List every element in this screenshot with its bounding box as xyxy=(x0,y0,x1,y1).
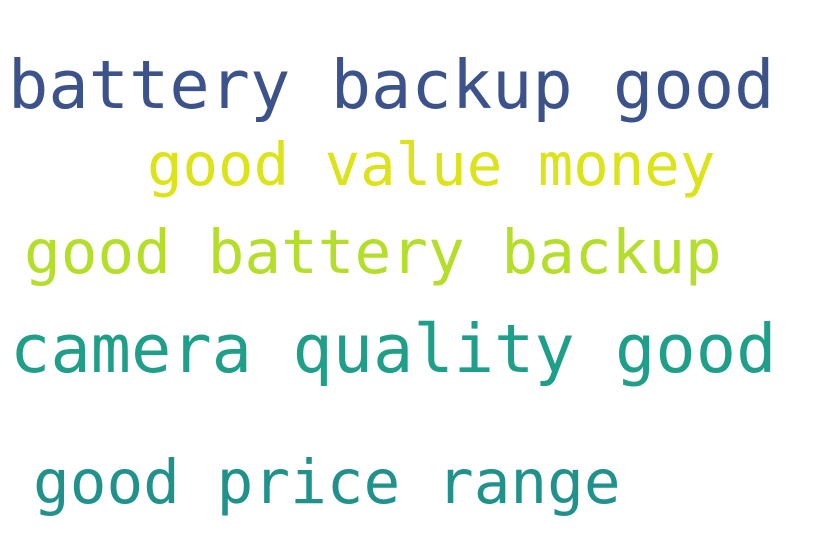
phrase-battery-backup-good: battery backup good xyxy=(8,46,775,124)
phrase-good-price-range: good price range xyxy=(33,447,621,518)
phrase-good-value-money: good value money xyxy=(147,130,716,199)
phrase-good-battery-backup: good battery backup xyxy=(24,217,722,288)
phrase-camera-quality-good: camera quality good xyxy=(10,310,777,388)
